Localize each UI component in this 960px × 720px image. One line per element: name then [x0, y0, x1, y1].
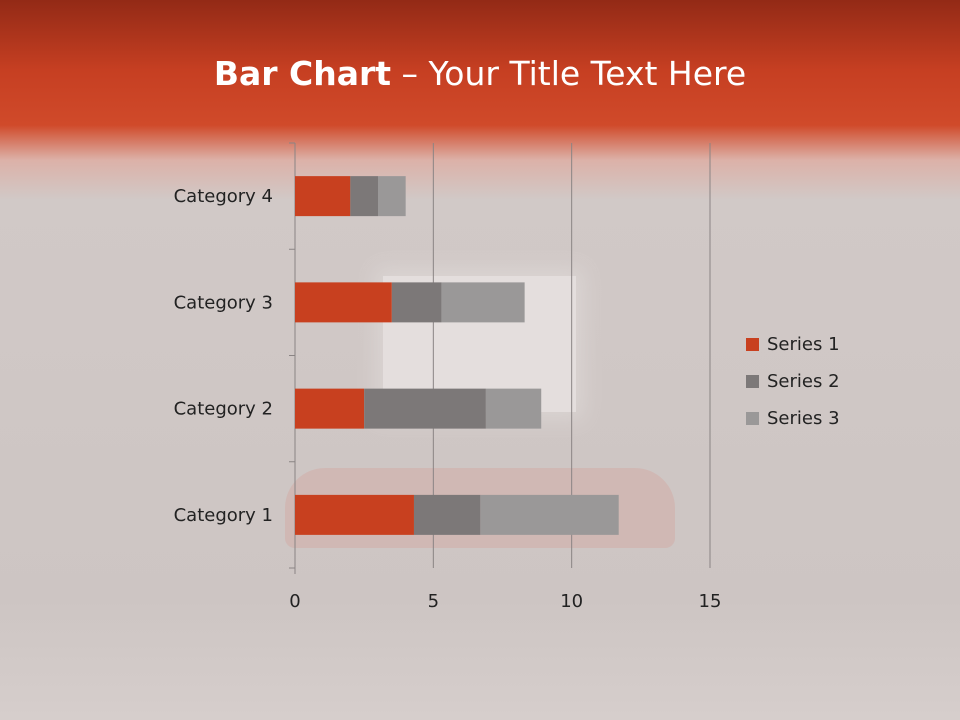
legend-item: Series 1	[746, 326, 840, 363]
category-label: Category 3	[174, 292, 273, 313]
x-tick-label: 15	[699, 591, 722, 612]
slide-title: Bar Chart – Your Title Text Here	[0, 54, 960, 93]
bar-segment	[295, 282, 392, 323]
bar-segment	[350, 176, 378, 217]
legend: Series 1 Series 2 Series 3	[746, 326, 840, 437]
bar-segment	[295, 388, 365, 429]
legend-swatch	[746, 375, 759, 388]
category-label: Category 4	[174, 186, 273, 207]
bar-segment	[485, 388, 542, 429]
category-label: Category 1	[174, 505, 273, 526]
title-rest: – Your Title Text Here	[391, 54, 747, 93]
category-label: Category 2	[174, 399, 273, 420]
title-bold: Bar Chart	[213, 54, 392, 93]
legend-label: Series 2	[767, 371, 840, 392]
x-tick-label: 0	[289, 591, 300, 612]
bar-segment	[295, 494, 414, 535]
bar-segment	[364, 388, 486, 429]
x-tick-label: 10	[560, 591, 583, 612]
legend-item: Series 2	[746, 363, 840, 400]
legend-item: Series 3	[746, 400, 840, 437]
bar-segment	[295, 176, 351, 217]
bar-segment	[480, 494, 619, 535]
bar-segment	[378, 176, 406, 217]
legend-swatch	[746, 338, 759, 351]
bar-segment	[391, 282, 442, 323]
legend-swatch	[746, 412, 759, 425]
legend-label: Series 3	[767, 408, 840, 429]
bar-segment	[441, 282, 525, 323]
bar-segment	[413, 494, 481, 535]
x-tick-label: 5	[428, 591, 439, 612]
legend-label: Series 1	[767, 334, 840, 355]
